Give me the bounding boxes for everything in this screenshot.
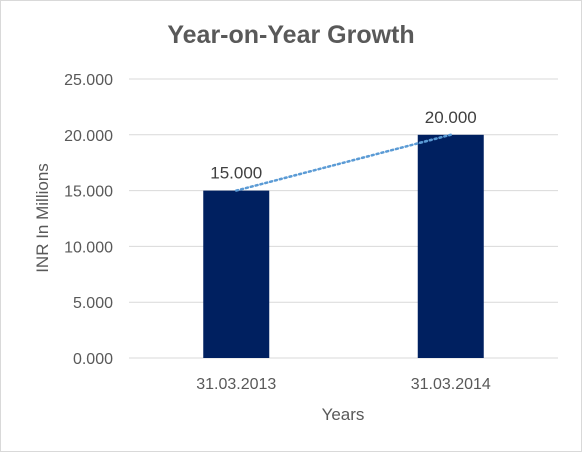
y-tick-label: 10.000 [64,239,113,256]
y-tick-label: 20.000 [64,128,113,145]
data-label: 20.000 [425,108,477,127]
bar [417,134,484,358]
x-tick-label: 31.03.2013 [196,376,276,393]
y-tick-label: 0.000 [73,351,113,368]
trendline [235,133,452,192]
bars [203,134,484,358]
y-tick-label: 5.000 [73,295,113,312]
data-labels: 15.000 20.000 [210,108,477,183]
y-axis-ticks: 0.000 5.000 10.000 15.000 20.000 25.000 [64,72,113,368]
y-axis-title: INR In Millions [33,163,52,273]
chart-title: Year-on-Year Growth [167,21,415,49]
trendline-layer [235,133,452,192]
data-label: 15.000 [210,164,262,183]
x-axis-title: Years [322,405,365,424]
gridlines [129,78,558,359]
y-tick-label: 15.000 [64,184,113,201]
x-axis-ticks: 31.03.2013 31.03.2014 [196,376,491,393]
y-tick-label: 25.000 [64,72,113,89]
bar [203,190,270,358]
x-tick-label: 31.03.2014 [411,376,491,393]
